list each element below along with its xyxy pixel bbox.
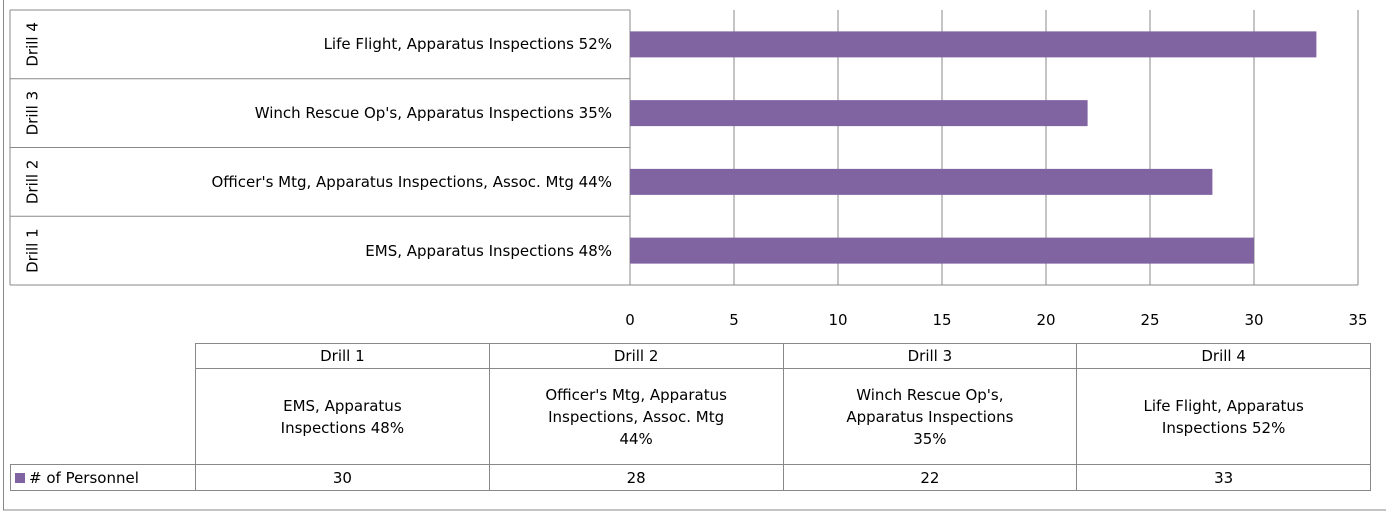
category-label: Drill 1	[24, 228, 42, 273]
table-header: Drill 2	[488, 343, 784, 369]
table-subcategory: Winch Rescue Op's, Apparatus Inspections…	[782, 368, 1078, 465]
bar	[630, 31, 1317, 58]
x-tick-label: 20	[1036, 311, 1055, 329]
table-subcategory: Officer's Mtg, Apparatus Inspections, As…	[488, 368, 784, 465]
x-tick-label: 30	[1244, 311, 1263, 329]
x-tick-label: 35	[1348, 311, 1367, 329]
x-tick-label: 15	[932, 311, 951, 329]
table-value: 22	[782, 464, 1078, 491]
chart-border	[3, 0, 1386, 511]
table-header: Drill 1	[195, 343, 490, 369]
category-label: Drill 3	[24, 91, 42, 136]
table-header: Drill 4	[1076, 343, 1371, 369]
legend-cell: # of Personnel	[10, 464, 196, 491]
subcategory-label: Winch Rescue Op's, Apparatus Inspections…	[254, 104, 612, 123]
bar	[630, 100, 1088, 127]
table-value: 28	[488, 464, 784, 491]
legend-swatch	[15, 472, 25, 483]
table-subcategory: EMS, Apparatus Inspections 48%	[195, 368, 490, 465]
subcategory-label: Life Flight, Apparatus Inspections 52%	[323, 35, 612, 54]
x-tick-label: 5	[729, 311, 739, 329]
x-tick-label: 10	[828, 311, 847, 329]
x-tick-label: 0	[625, 311, 635, 329]
table-header: Drill 3	[782, 343, 1078, 369]
category-label: Drill 2	[24, 160, 42, 205]
table-subcategory: Life Flight, Apparatus Inspections 52%	[1076, 368, 1371, 465]
bar	[630, 168, 1213, 195]
table-value: 30	[195, 464, 490, 491]
table-value: 33	[1076, 464, 1371, 491]
subcategory-label: EMS, Apparatus Inspections 48%	[365, 241, 612, 260]
bar	[630, 237, 1254, 264]
x-tick-label: 25	[1140, 311, 1159, 329]
legend-label: # of Personnel	[29, 468, 139, 487]
subcategory-label: Officer's Mtg, Apparatus Inspections, As…	[211, 172, 613, 191]
category-label: Drill 4	[24, 22, 42, 67]
